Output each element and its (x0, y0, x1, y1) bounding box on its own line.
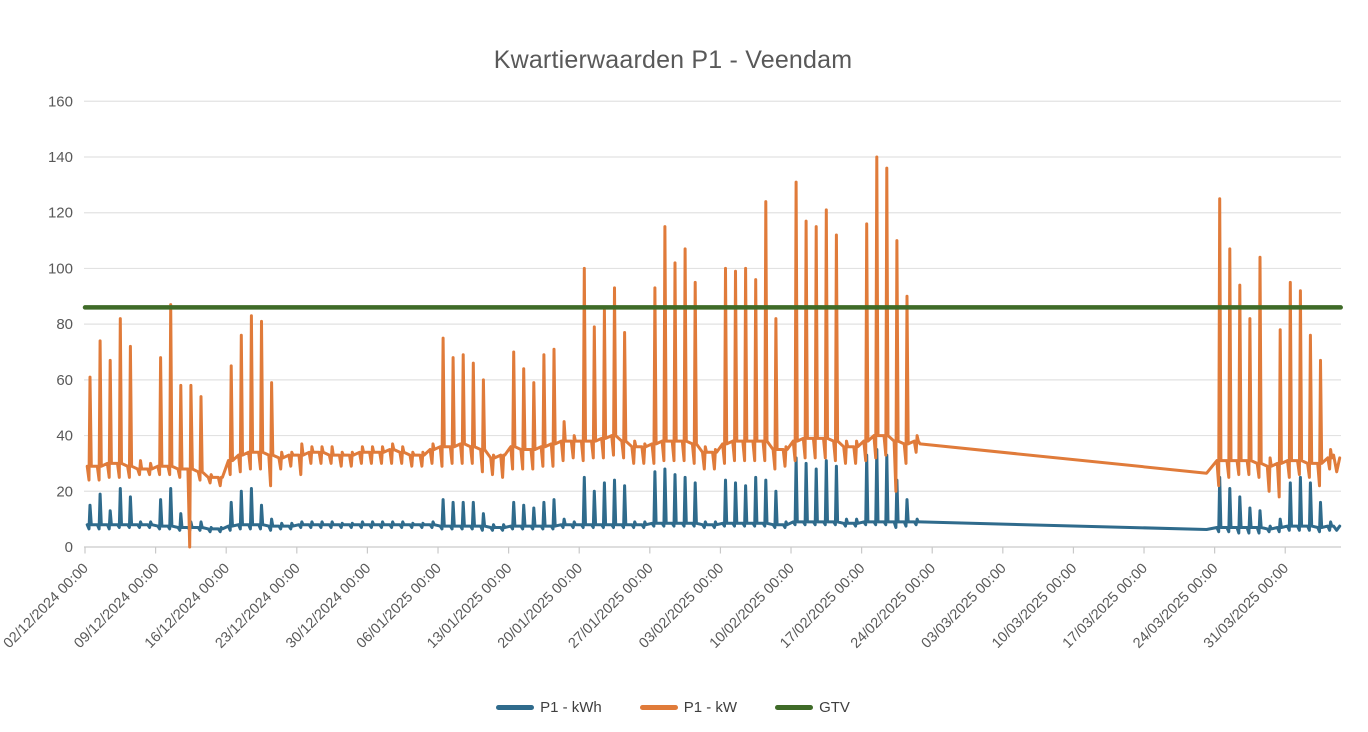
svg-text:120: 120 (48, 205, 73, 222)
legend-label: P1 - kW (683, 699, 738, 716)
svg-text:80: 80 (56, 316, 73, 333)
chart-legend: P1 - kWh P1 - kW GTV (0, 699, 1346, 716)
legend-item-p1-kwh: P1 - kWh (496, 699, 602, 716)
chart-title: Kwartierwaarden P1 - Veendam (493, 46, 853, 74)
legend-label: P1 - kWh (540, 699, 602, 716)
legend-swatch-p1-kwh-icon (496, 705, 535, 710)
svg-text:20: 20 (56, 483, 73, 500)
svg-text:100: 100 (48, 260, 73, 277)
legend-swatch-gtv-icon (775, 705, 814, 710)
svg-text:140: 140 (48, 149, 73, 166)
svg-text:60: 60 (56, 372, 73, 389)
svg-text:160: 160 (48, 93, 73, 110)
legend-swatch-p1-kw-icon (639, 705, 678, 710)
legend-item-gtv: GTV (775, 699, 850, 716)
legend-item-p1-kw: P1 - kW (639, 699, 738, 716)
svg-text:40: 40 (56, 428, 73, 445)
legend-label: GTV (819, 699, 850, 716)
svg-text:0: 0 (65, 539, 73, 556)
